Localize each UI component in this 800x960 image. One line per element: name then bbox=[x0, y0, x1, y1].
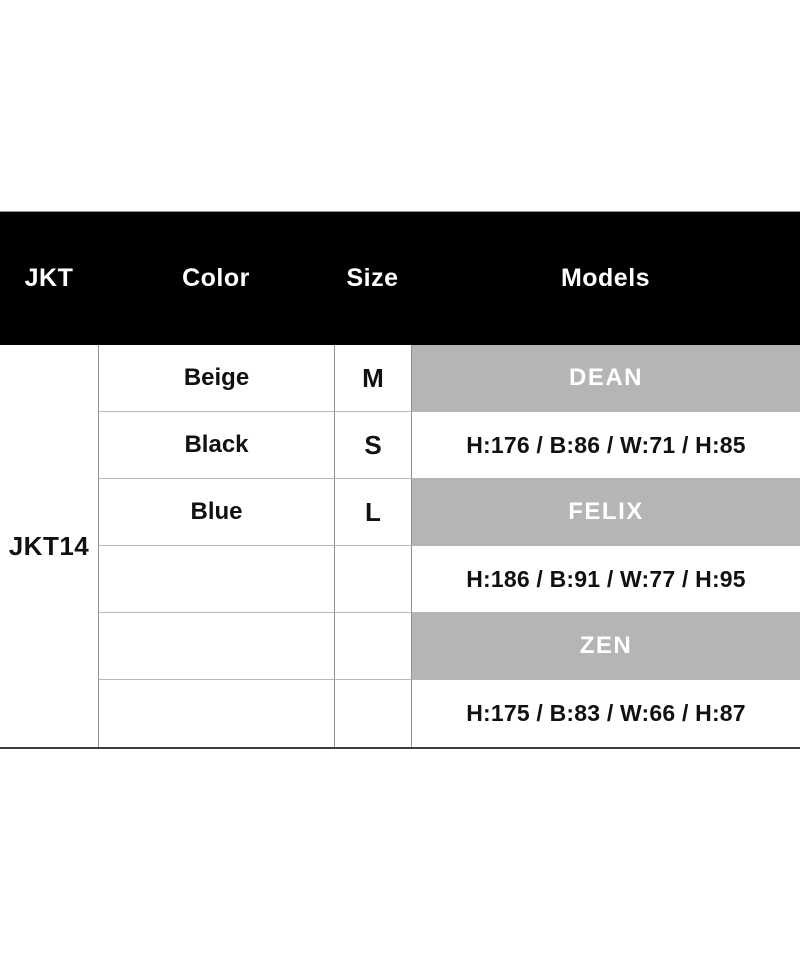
size-cell: L bbox=[334, 479, 411, 546]
model-name-cell: DEAN bbox=[411, 345, 800, 412]
color-cell bbox=[98, 613, 334, 680]
size-cell: S bbox=[334, 412, 411, 479]
size-cell bbox=[334, 613, 411, 680]
measurements-cell: H:186 / B:91 / W:77 / H:95 bbox=[411, 546, 800, 613]
color-cell: Black bbox=[98, 412, 334, 479]
table-header-row: JKT Color Size Models bbox=[0, 211, 800, 345]
size-cell bbox=[334, 680, 411, 747]
header-cell-models: Models bbox=[560, 264, 651, 292]
model-name-cell: ZEN bbox=[411, 613, 800, 680]
color-cell bbox=[98, 546, 334, 613]
model-name-cell: FELIX bbox=[411, 479, 800, 546]
size-chart-table: JKT Color Size Models JKT14 Beige M DEAN… bbox=[0, 211, 800, 749]
size-cell: M bbox=[334, 345, 411, 412]
header-cell-color: Color bbox=[182, 264, 250, 292]
size-cell bbox=[334, 546, 411, 613]
color-cell: Beige bbox=[98, 345, 334, 412]
measurements-cell: H:175 / B:83 / W:66 / H:87 bbox=[411, 680, 800, 747]
header-cell-jkt: JKT bbox=[24, 264, 74, 292]
header-cell-size: Size bbox=[346, 264, 399, 292]
product-code-cell: JKT14 bbox=[8, 530, 90, 561]
color-cell: Blue bbox=[98, 479, 334, 546]
table-body: JKT14 Beige M DEAN Black S H:176 / B:86 … bbox=[0, 345, 800, 749]
measurements-cell: H:176 / B:86 / W:71 / H:85 bbox=[411, 412, 800, 479]
color-cell bbox=[98, 680, 334, 747]
